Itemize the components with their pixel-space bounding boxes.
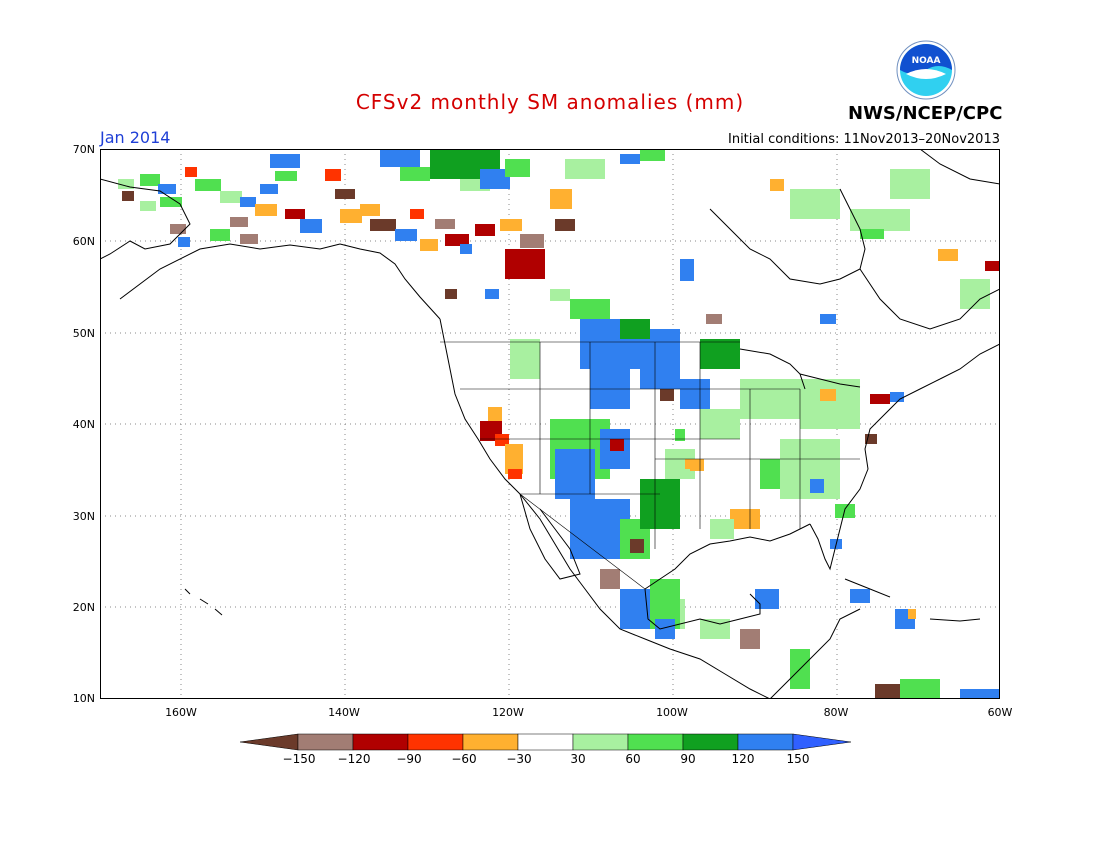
colorbar-label: 60 — [625, 752, 641, 766]
colorbar-cell — [297, 733, 354, 751]
colorbar-label: 120 — [731, 752, 755, 766]
colorbar-label: −90 — [396, 752, 422, 766]
political-boundaries — [440, 341, 860, 590]
forecast-period: Jan 2014 — [100, 128, 171, 147]
colorbar-cell — [737, 733, 794, 751]
lat-label: 60N — [72, 235, 95, 248]
colorbar-cell — [627, 733, 684, 751]
noaa-logo-icon: NOAA — [896, 40, 956, 100]
initial-conditions: Initial conditions: 11Nov2013–20Nov2013 — [728, 132, 1000, 147]
lat-label: 10N — [72, 692, 95, 705]
colorbar-cell — [572, 733, 629, 751]
lat-label: 20N — [72, 601, 95, 614]
anomaly-cells — [118, 149, 1000, 699]
lon-label: 160W — [165, 706, 197, 719]
lon-label: 60W — [987, 706, 1013, 719]
lat-label: 50N — [72, 327, 95, 340]
colorbar-cell — [517, 733, 574, 751]
lon-label: 100W — [656, 706, 688, 719]
colorbar-label: −120 — [337, 752, 371, 766]
colorbar-cell — [462, 733, 519, 751]
anomaly-map — [100, 149, 1000, 699]
logo-text: NOAA — [912, 56, 941, 66]
lon-label: 120W — [492, 706, 524, 719]
colorbar-cell — [240, 733, 299, 751]
colorbar-cell — [682, 733, 739, 751]
agency-label: NWS/NCEP/CPC — [848, 103, 1003, 124]
colorbar — [240, 733, 852, 751]
lat-label: 70N — [72, 143, 95, 156]
lon-label: 80W — [823, 706, 849, 719]
colorbar-label: 30 — [570, 752, 586, 766]
colorbar-label: −150 — [282, 752, 316, 766]
colorbar-label: 90 — [680, 752, 696, 766]
colorbar-label: 150 — [786, 752, 810, 766]
lat-label: 30N — [72, 510, 95, 523]
colorbar-cell — [792, 733, 852, 751]
map-title: CFSv2 monthly SM anomalies (mm) — [355, 90, 745, 114]
colorbar-cell — [407, 733, 464, 751]
lon-label: 140W — [328, 706, 360, 719]
colorbar-label: −30 — [506, 752, 532, 766]
lat-label: 40N — [72, 418, 95, 431]
colorbar-label: −60 — [451, 752, 477, 766]
coastlines — [100, 149, 1000, 699]
colorbar-cell — [352, 733, 409, 751]
